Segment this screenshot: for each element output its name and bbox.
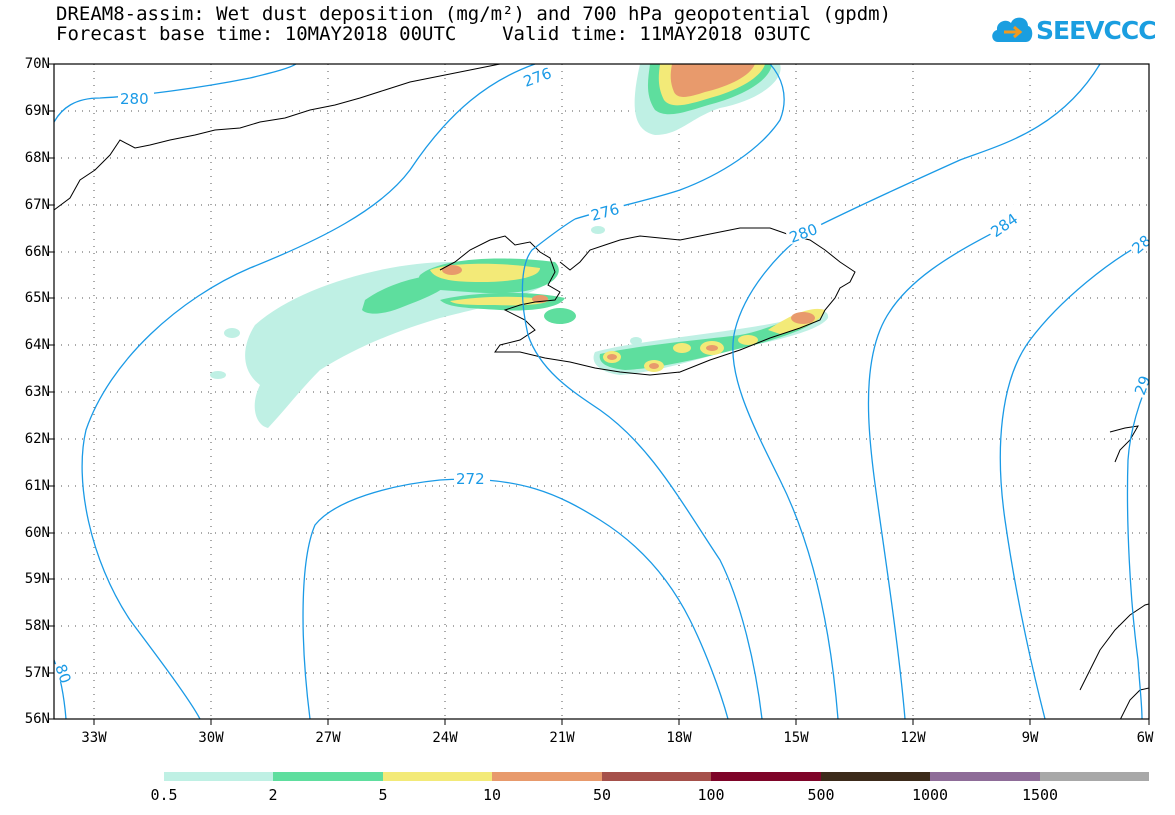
contour-280-east <box>732 229 839 719</box>
lat-label: 56N <box>24 711 50 727</box>
lon-label: 9W <box>1021 730 1039 746</box>
lat-label: 64N <box>24 337 50 353</box>
colorbar-label: 10 <box>482 786 502 804</box>
map-frame <box>53 63 1150 720</box>
lat-label: 59N <box>24 571 50 587</box>
iceland-coast <box>439 227 856 376</box>
colorbar-label: 2 <box>268 786 278 804</box>
dust-westfjords <box>418 226 605 324</box>
logo-text: SEEVCCC <box>1036 16 1157 45</box>
lon-label: 12W <box>900 730 926 746</box>
lat-label: 60N <box>24 525 50 541</box>
contour-label: 29 <box>1131 373 1154 397</box>
lat-label: 63N <box>24 384 50 400</box>
lat-label: 61N <box>24 478 50 494</box>
contour-labels: 280 276 276 280 284 28 29 272 80 <box>51 64 1154 686</box>
contour-280-nw <box>54 64 297 123</box>
colorbar-swatch <box>821 772 930 781</box>
contour-272 <box>302 478 729 719</box>
lon-label: 21W <box>549 730 575 746</box>
contour-276-west <box>81 64 536 719</box>
colorbar-label: 100 <box>697 786 725 804</box>
colorbar-label: 50 <box>592 786 612 804</box>
lat-label: 65N <box>24 290 50 306</box>
contour-label: 28 <box>1128 232 1154 258</box>
lon-label: 27W <box>315 730 341 746</box>
contour-label: 280 <box>787 220 820 247</box>
colorbar-swatch <box>273 772 383 781</box>
contour-29x <box>1126 379 1149 719</box>
map-title-line1: DREAM8-assim: Wet dust deposition (mg/m²… <box>56 3 892 25</box>
seevccc-logo: SEEVCCC <box>990 8 1160 52</box>
dust-plume-north <box>634 64 781 135</box>
lat-label: 69N <box>24 103 50 119</box>
colorbar-label: 5 <box>378 786 388 804</box>
lon-label: 15W <box>783 730 809 746</box>
colorbar-swatch <box>492 772 602 781</box>
lat-label: 57N <box>24 665 50 681</box>
dust-south-coast <box>593 308 829 375</box>
axis-ticks <box>48 63 1150 725</box>
lat-label: 70N <box>24 56 50 72</box>
graticule <box>54 64 1149 719</box>
contour-28x <box>999 239 1149 719</box>
coastlines <box>54 64 1149 719</box>
lat-label: 67N <box>24 197 50 213</box>
contour-label: 80 <box>51 662 74 686</box>
map-title-line2: Forecast base time: 10MAY2018 00UTC Vali… <box>56 23 811 45</box>
scotland-coast <box>1079 603 1149 691</box>
lon-label: 33W <box>81 730 107 746</box>
colorbar-swatch <box>164 772 273 781</box>
colorbar-label: 1500 <box>1021 786 1059 804</box>
contour-280-sw <box>54 659 67 719</box>
contour-276-iceland <box>521 218 763 719</box>
colorbar-swatch <box>602 772 711 781</box>
colorbar-swatch <box>383 772 492 781</box>
colorbar-label: 500 <box>807 786 835 804</box>
colorbar-swatch <box>930 772 1040 781</box>
colorbar-label: 0.5 <box>150 786 178 804</box>
lon-label: 30W <box>198 730 224 746</box>
lon-label: 24W <box>432 730 458 746</box>
greenland-coast <box>54 64 501 211</box>
lat-label: 58N <box>24 618 50 634</box>
geopotential-contours <box>54 64 1149 719</box>
lon-label: 18W <box>666 730 692 746</box>
lat-label: 68N <box>24 150 50 166</box>
lat-label: 62N <box>24 431 50 447</box>
cloud-icon <box>992 17 1033 42</box>
colorbar <box>164 772 1149 781</box>
colorbar-swatch <box>711 772 821 781</box>
contour-label: 280 <box>120 90 149 108</box>
lon-label: 6W <box>1136 730 1154 746</box>
colorbar-swatch <box>1040 772 1149 781</box>
contour-label: 272 <box>456 470 485 488</box>
faroe-coast <box>1109 425 1139 463</box>
contour-284 <box>867 223 1011 719</box>
lat-label: 66N <box>24 244 50 260</box>
colorbar-label: 1000 <box>911 786 949 804</box>
